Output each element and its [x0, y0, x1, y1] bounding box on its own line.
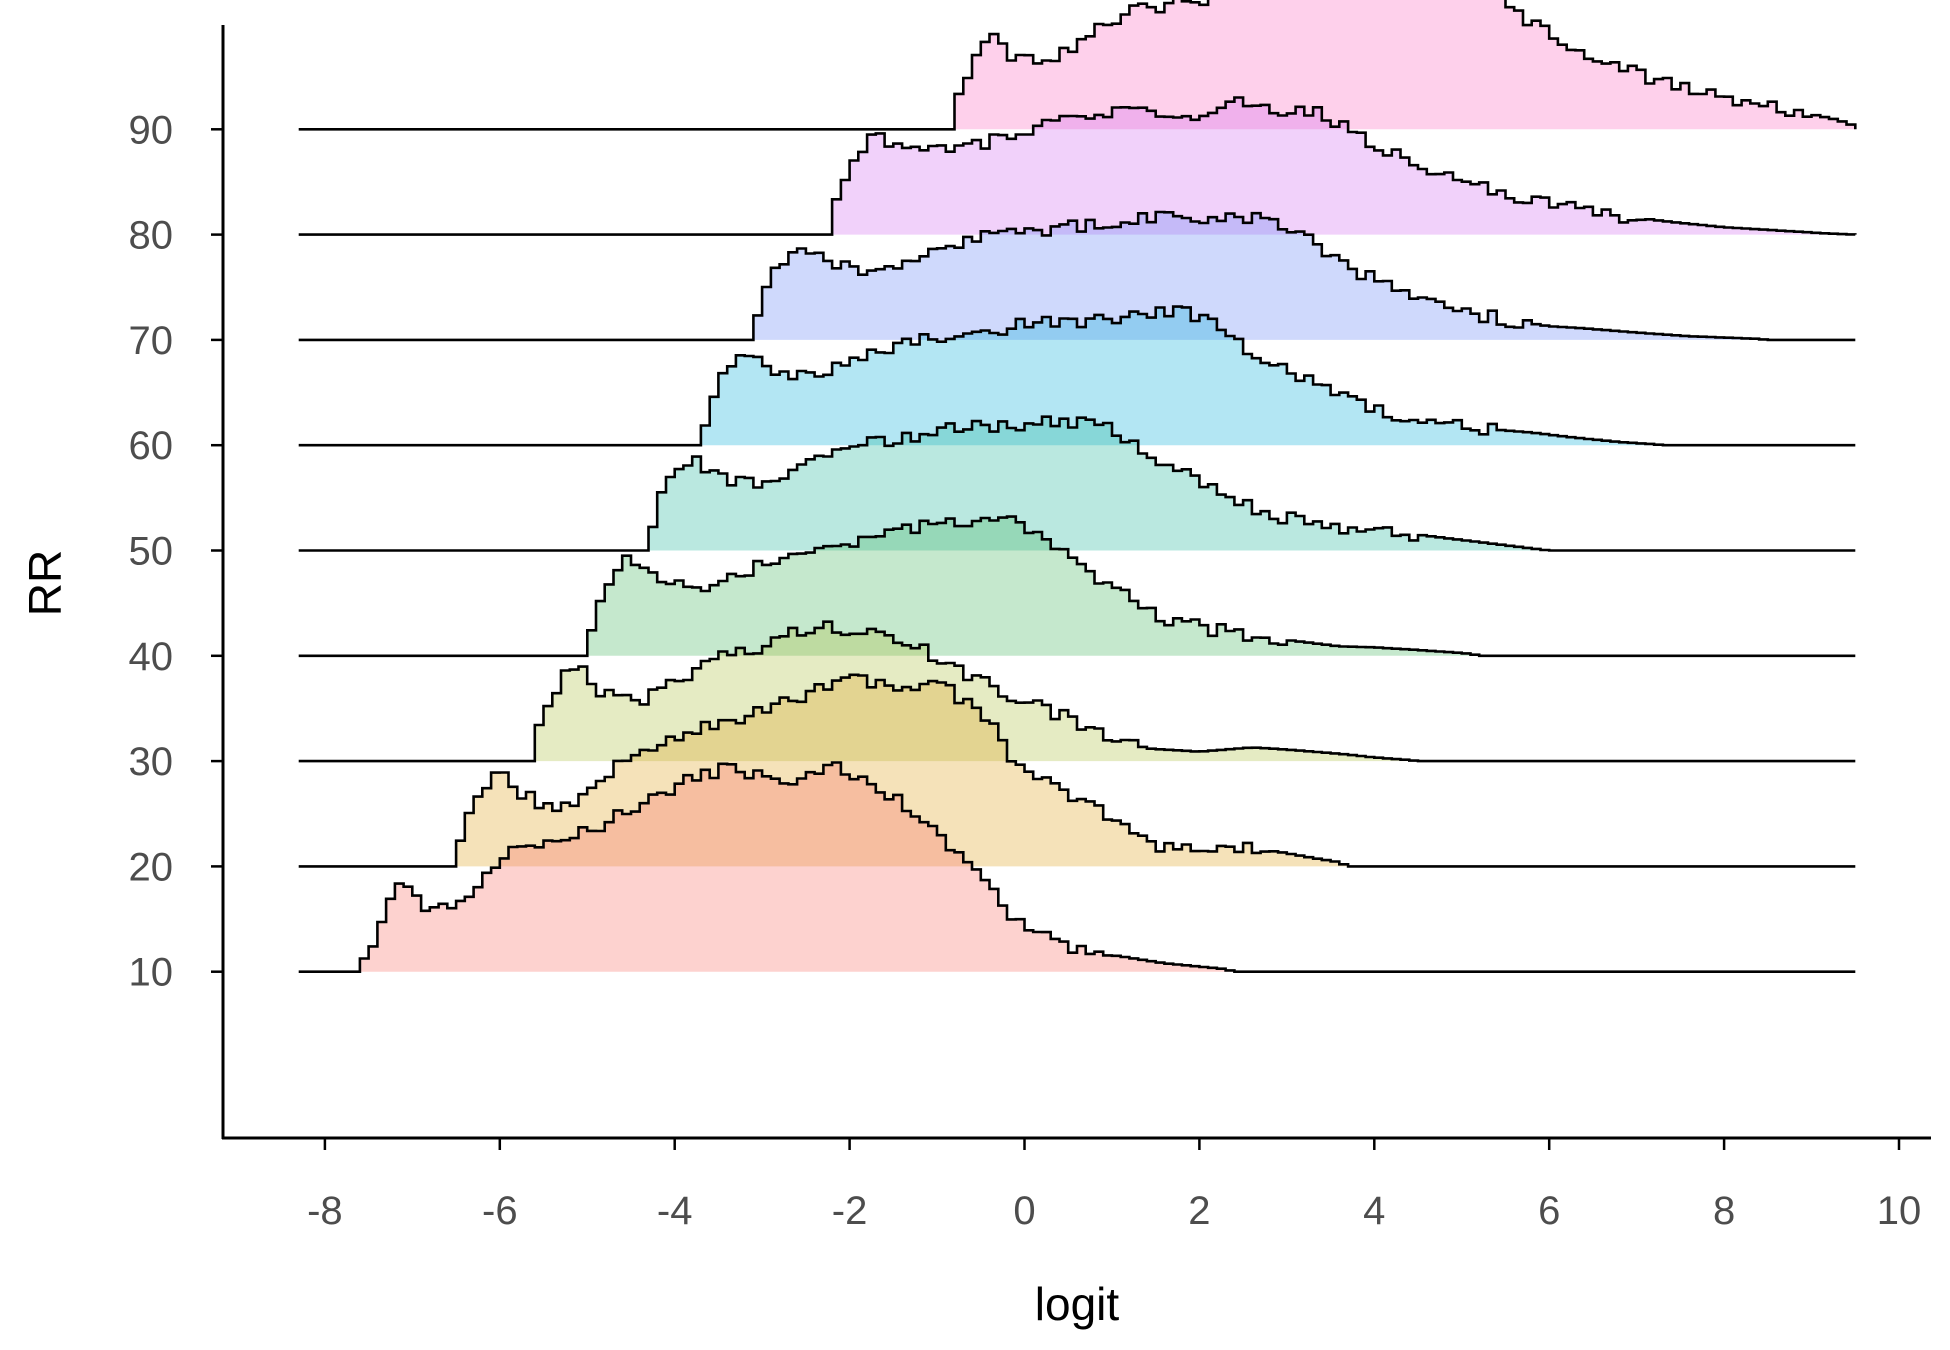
ridge-fill-rr-70: [753, 212, 1768, 340]
x-tick-label--2: -2: [832, 1189, 868, 1233]
x-tick-label--4: -4: [657, 1189, 693, 1233]
ridge-outline-rr-90: [298, 0, 1857, 131]
x-tick-label--6: -6: [482, 1189, 518, 1233]
x-tick-label-2: 2: [1188, 1189, 1210, 1233]
ridge-outline-rr-10: [298, 761, 1856, 973]
y-tick-label-60: 60: [129, 424, 174, 468]
x-tick-label-6: 6: [1538, 1189, 1560, 1233]
x-tick-label-0: 0: [1013, 1189, 1035, 1233]
x-tick-label--8: -8: [307, 1189, 343, 1233]
ridges-layer: [298, 0, 1857, 973]
y-tick-label-90: 90: [129, 108, 174, 152]
ridge-rr-60: [298, 305, 1856, 447]
y-axis-title: RR: [19, 550, 71, 616]
ridge-rr-50: [298, 415, 1856, 552]
ridge-rr-10: [298, 761, 1856, 973]
ridge-rr-20: [298, 673, 1856, 868]
y-tick-label-10: 10: [129, 951, 174, 995]
ridge-rr-30: [298, 620, 1856, 763]
ridge-outline-rr-80: [298, 96, 1857, 236]
ridge-fill-rr-50: [648, 416, 1550, 551]
ridge-outline-rr-50: [298, 415, 1856, 552]
ridge-outline-rr-70: [298, 210, 1856, 342]
y-tick-label-30: 30: [129, 740, 174, 784]
ridge-outline-rr-30: [298, 620, 1856, 763]
y-ticks: 10 20 30 40 50 60 70 80 90: [129, 108, 223, 995]
ridge-rr-70: [298, 210, 1856, 342]
x-tick-label-10: 10: [1877, 1189, 1922, 1233]
ridge-rr-80: [298, 96, 1857, 236]
ridge-fill-rr-40: [587, 516, 1480, 656]
ridge-outline-rr-40: [298, 515, 1856, 658]
y-tick-label-80: 80: [129, 214, 174, 258]
ridge-fill-rr-90: [954, 0, 1856, 130]
ridge-fill-rr-30: [534, 621, 1418, 762]
ridge-rr-90: [298, 0, 1857, 131]
ridge-rr-40: [298, 515, 1856, 658]
y-tick-label-70: 70: [129, 319, 174, 363]
x-axis-title: logit: [1035, 1278, 1120, 1330]
x-ticks: -8 -6 -4 -2 0 2 4 6 8 10: [307, 1138, 1921, 1233]
ridge-outline-rr-20: [298, 673, 1856, 868]
ridge-fill-rr-20: [456, 674, 1349, 867]
axes-layer: -8 -6 -4 -2 0 2 4 6 8 10 10 20 30 40 50 60 70 80 90: [129, 25, 1931, 1233]
y-tick-label-20: 20: [129, 845, 174, 889]
y-tick-label-40: 40: [129, 635, 174, 679]
ridge-outline-rr-60: [298, 305, 1856, 447]
ridge-fill-rr-80: [832, 97, 1856, 235]
x-tick-label-8: 8: [1713, 1189, 1735, 1233]
y-tick-label-50: 50: [129, 530, 174, 574]
ridge-fill-rr-60: [700, 306, 1663, 446]
x-tick-label-4: 4: [1363, 1189, 1385, 1233]
